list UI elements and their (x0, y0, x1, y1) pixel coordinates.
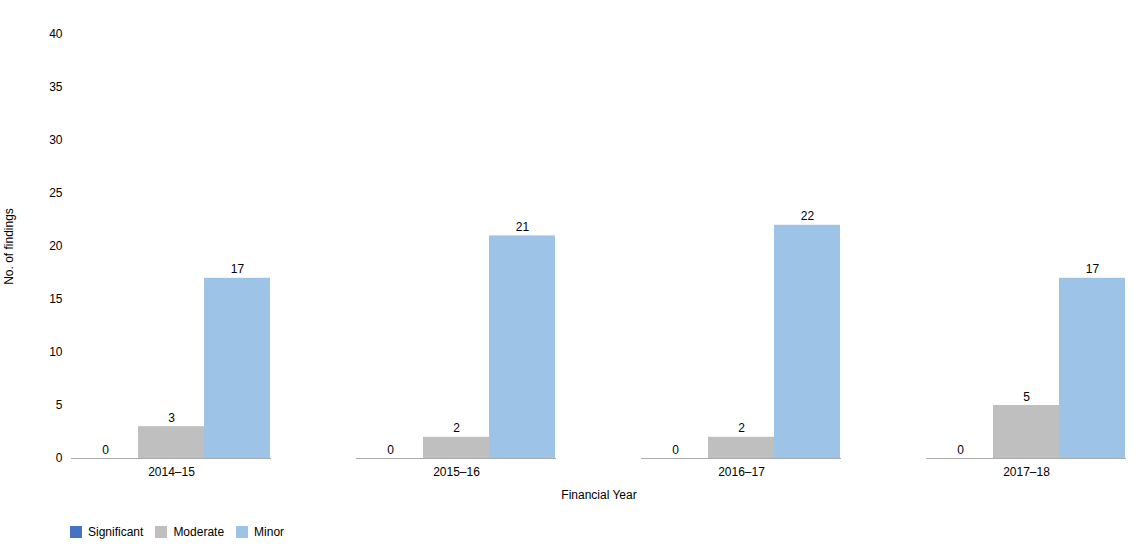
svg-text:2015–16: 2015–16 (433, 465, 480, 479)
svg-text:3: 3 (168, 411, 175, 425)
svg-text:2: 2 (738, 421, 745, 435)
svg-text:30: 30 (49, 133, 63, 147)
svg-text:5: 5 (56, 398, 63, 412)
svg-text:0: 0 (102, 443, 109, 457)
svg-text:25: 25 (49, 186, 63, 200)
svg-text:2016–17: 2016–17 (718, 465, 765, 479)
svg-text:17: 17 (1086, 262, 1100, 276)
svg-text:35: 35 (49, 80, 63, 94)
svg-text:5: 5 (1023, 390, 1030, 404)
svg-text:2014–15: 2014–15 (148, 465, 195, 479)
svg-text:0: 0 (957, 443, 964, 457)
svg-text:Financial Year: Financial Year (561, 488, 636, 502)
svg-text:40: 40 (49, 27, 63, 41)
svg-text:22: 22 (801, 209, 815, 223)
html-text:Significant: Significant (88, 524, 144, 539)
svg-text:0: 0 (672, 443, 679, 457)
svg-text:0: 0 (387, 443, 394, 457)
svg-text:21: 21 (516, 220, 530, 234)
svg-text:No. of findings: No. of findings (2, 208, 16, 285)
html-text:Minor: Minor (254, 524, 285, 539)
svg-text:2017–18: 2017–18 (1003, 465, 1050, 479)
svg-text:20: 20 (49, 239, 63, 253)
svg-text:17: 17 (231, 262, 245, 276)
svg-text:15: 15 (49, 292, 63, 306)
svg-text:0: 0 (56, 451, 63, 465)
svg-text:10: 10 (49, 345, 63, 359)
html-text:Moderate: Moderate (173, 524, 225, 539)
svg-text:2: 2 (453, 421, 460, 435)
